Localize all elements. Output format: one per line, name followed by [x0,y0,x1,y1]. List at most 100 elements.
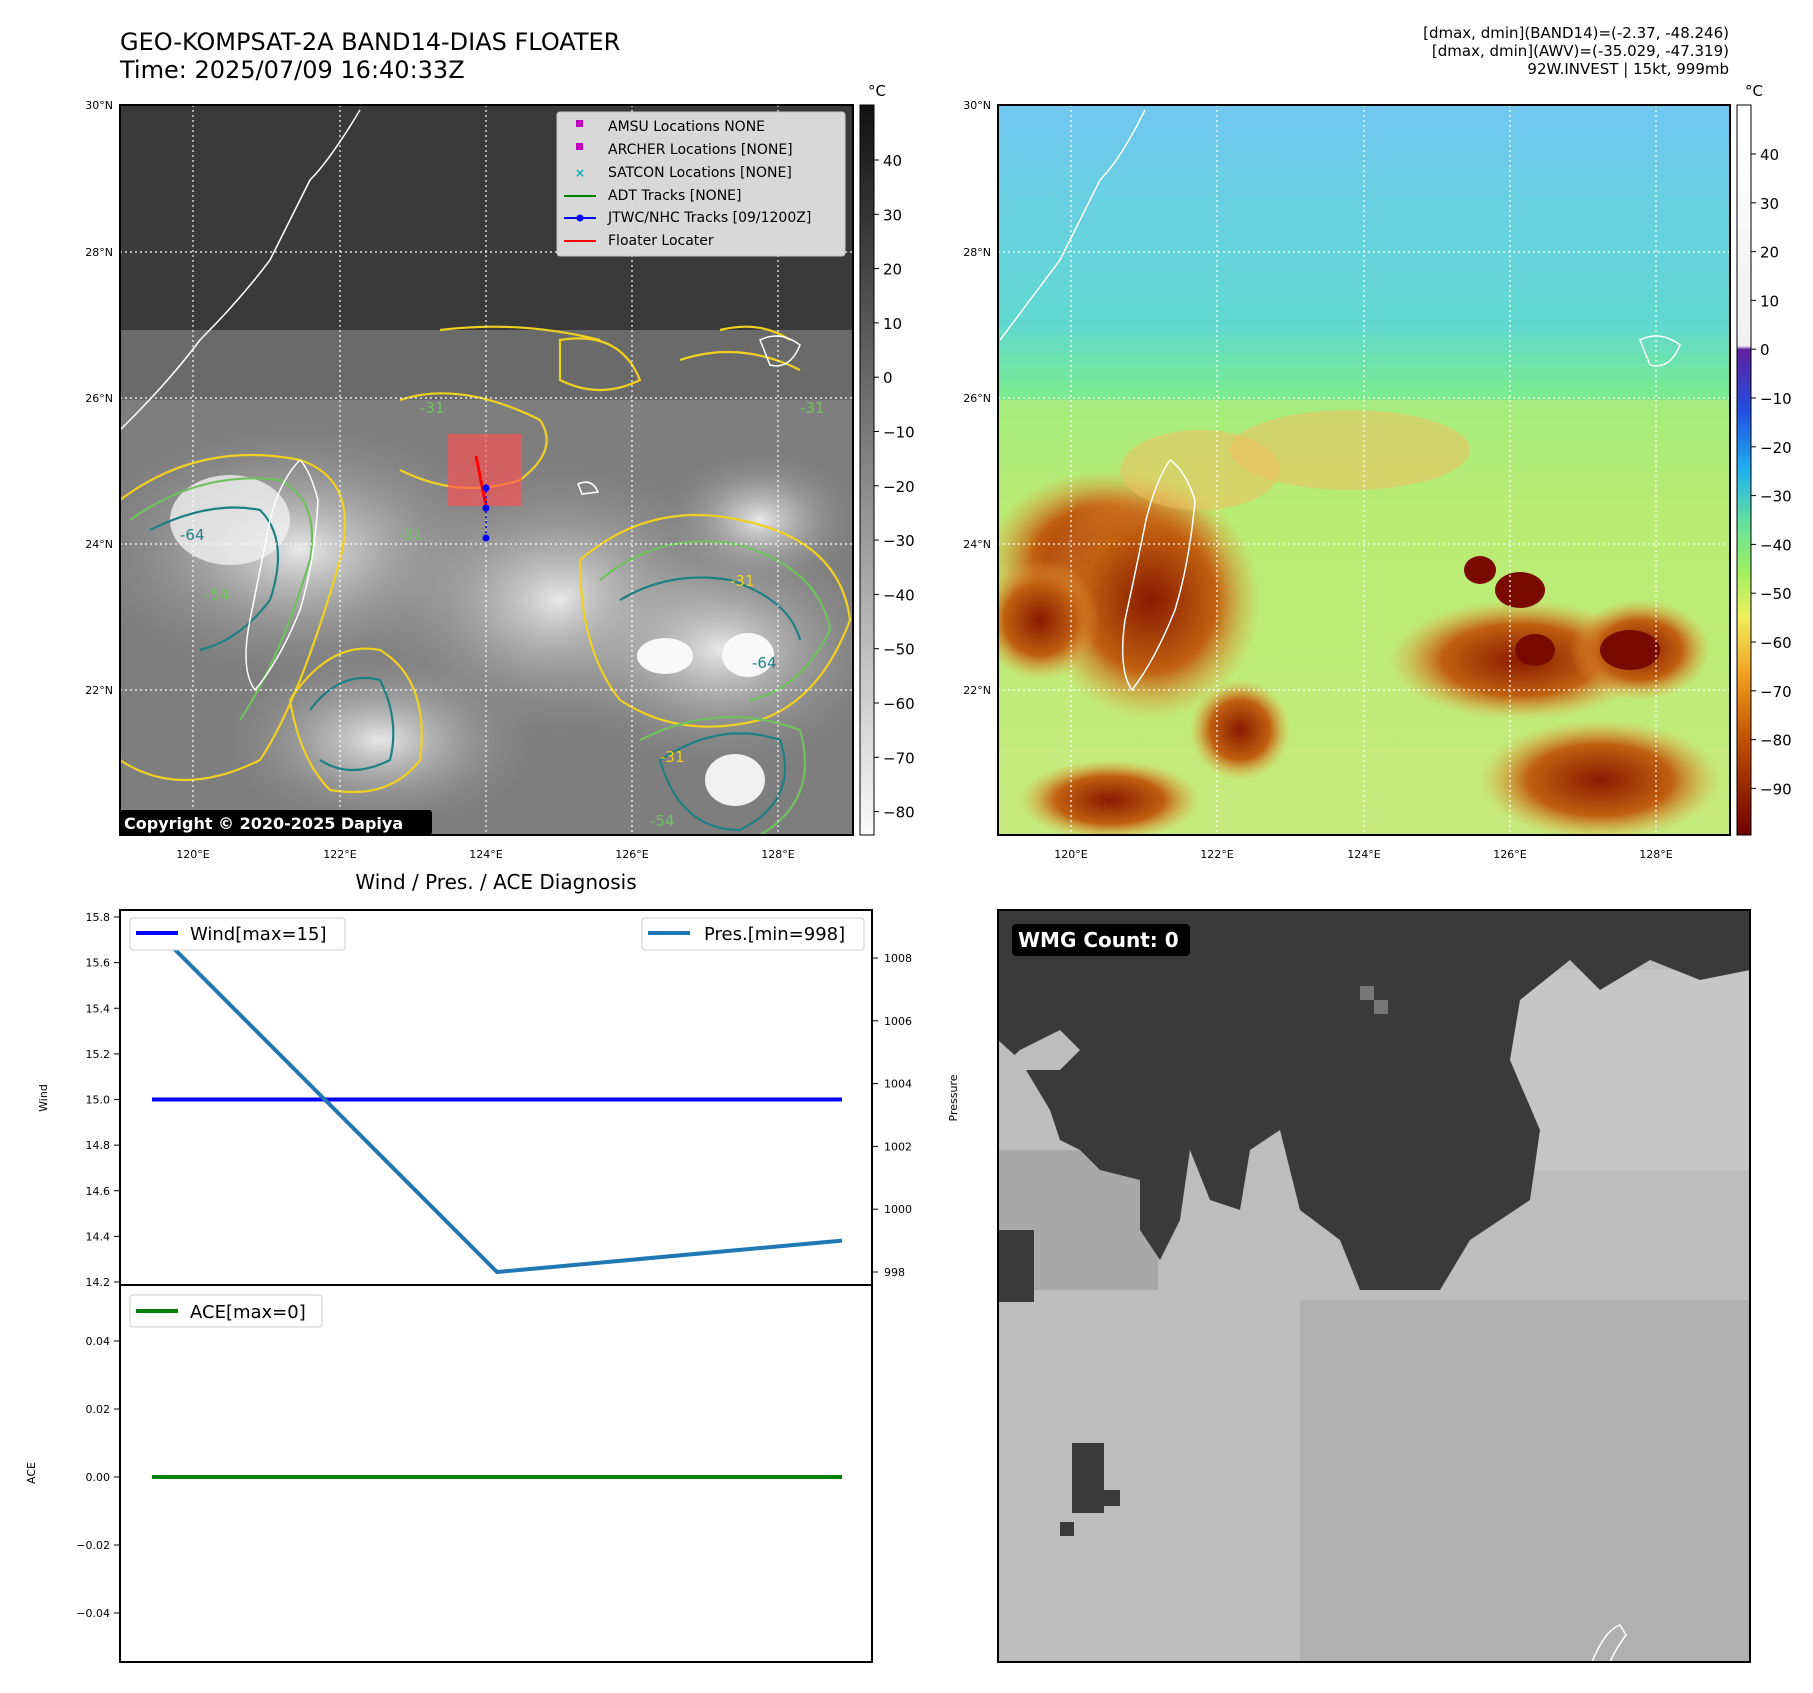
colorbar-tick-label: −70 [1760,683,1792,701]
colorbar-tick-label: −60 [883,695,915,713]
diag-panel: Wind / Pres. / ACE Diagnosis 15.8 15.6 15.… [25,870,960,1663]
colorbar-tick-label: −50 [883,641,915,659]
info-line-3: 92W.INVEST | 15kt, 999mb [1527,60,1729,78]
colorbar-tick-label: −70 [883,749,915,767]
ace-tick-label: −0.04 [76,1607,110,1620]
ir-frame [119,104,854,836]
storm-info: [dmax, dmin](BAND14)=(-2.37, -48.246) [d… [1129,24,1729,78]
colorbar-tick-label: 20 [1760,244,1779,262]
colorbar-tick-label: 0 [1760,341,1770,359]
title-line-1: GEO-KOMPSAT-2A BAND14-DIAS FLOATER [120,28,621,56]
jtwc-track-point [482,504,490,512]
lat-tick-label: 28°N [963,246,991,259]
copyright-badge [120,810,432,835]
lat-tick-label: 26°N [963,392,991,405]
lat-tick-label: 24°N [85,538,113,551]
jtwc-track-point [482,484,490,492]
wind-tick-label: 14.6 [86,1185,111,1198]
colorbar-tick-label: −30 [1760,488,1792,506]
legend-archer: ARCHER Locations [NONE] [608,142,793,158]
wv-colorbar-unit: °C [1745,82,1763,100]
wv-colorbar [1736,104,1752,836]
wind-tick-label: 15.6 [86,957,111,970]
wmg-count: WMG Count: 0 [1018,928,1179,952]
contour-label: -31 [420,399,445,417]
ir-panel: -31 -31 -31 -64 -54 -31 -64 -31 -54 AMSU… [119,82,915,836]
pressure-axis-label: Pressure [947,1074,960,1121]
colorbar-tick-label: 40 [883,152,902,170]
satcon-marker: × [575,166,585,180]
info-line-1: [dmax, dmin](BAND14)=(-2.37, -48.246) [1423,24,1729,42]
jtwc-track [482,484,490,542]
wind-tick-label: 15.2 [86,1048,111,1061]
colorbar-tick-label: −80 [883,804,915,822]
pressure-tick-label: 1006 [884,1015,912,1028]
contour-label: -64 [752,654,777,672]
wind-legend-text: Wind[max=15] [190,924,327,945]
colorbar-tick-label: 10 [1760,292,1779,310]
pres-legend-text: Pres.[min=998] [704,924,845,945]
ir-legend: AMSU Locations NONE ARCHER Locations [NO… [556,111,846,257]
wind-tick-label: 14.8 [86,1139,111,1152]
ace-tick-label: 0.04 [86,1335,111,1348]
ace-tick-label: 0.00 [86,1471,111,1484]
colorbar-tick-label: −10 [1760,390,1792,408]
colorbar-tick-label: −60 [1760,634,1792,652]
contour-labels: -31 -31 -31 -64 -54 -31 -64 -31 -54 [180,399,825,830]
legend-amsu: AMSU Locations NONE [608,119,765,135]
map-tick-labels: 30°N 30°N 28°N 28°N 26°N 26°N 24°N 24°N 22°N 22°N… [85,99,1673,861]
figure-title: GEO-KOMPSAT-2A BAND14-DIAS FLOATER Time:… [120,28,620,84]
colorbar-tick-label: 0 [883,369,893,387]
diag-title: Wind / Pres. / ACE Diagnosis [355,870,636,894]
wind-tick-label: 15.8 [86,911,111,924]
floater-locator-line [474,455,488,507]
colorbar-tick-label: 30 [1760,195,1779,213]
pressure-tick-label: 1008 [884,952,912,965]
diag-ticks: 15.8 15.6 15.4 15.2 15.0 14.8 14.6 14.4 14.2 1008… [76,911,912,1620]
legend-adt: ADT Tracks [NONE] [608,188,741,204]
contour-label: -54 [650,812,675,830]
lon-tick-label: 126°E [615,848,648,861]
lon-tick-label: 122°E [323,848,356,861]
ir-colorbar-unit: °C [868,82,886,100]
ace-axis-label: ACE [25,1462,38,1484]
wind-legend: Wind[max=15] [129,917,346,951]
wind-axis-label: Wind [37,1084,50,1112]
lat-tick-label: 28°N [85,246,113,259]
jtwc-marker-dot [576,214,584,222]
pressure-tick-label: 998 [884,1266,905,1279]
colorbar-tick-label: 10 [883,315,902,333]
wind-tick-label: 15.0 [86,1094,111,1107]
info-line-2: [dmax, dmin](AWV)=(-35.029, -47.319) [1431,42,1729,60]
pressure-tick-label: 1002 [884,1140,912,1153]
wmg-panel: WMG Count: 0 [997,909,1751,1663]
wv-image [998,105,1730,835]
colorbar-tick-label: 40 [1760,146,1779,164]
legend-satcon: SATCON Locations [NONE] [608,165,792,181]
lon-tick-label: 122°E [1200,848,1233,861]
contour-label: -31 [730,572,755,590]
copyright-text: Copyright © 2020-2025 Dapiya [124,814,403,833]
colorbar-tick-label: −20 [1760,439,1792,457]
lat-tick-label: 26°N [85,392,113,405]
pressure-tick-label: 1004 [884,1078,912,1091]
pressure-tick-label: 1000 [884,1203,912,1216]
lat-tick-label: 30°N [963,99,991,112]
wmg-badge [1012,924,1190,956]
colorbar-tick-label: −80 [1760,732,1792,750]
ir-colorbar-ticks: 40 30 20 10 0 −10 −20 −30 −40 −50 −60 −70 −80 [874,152,915,822]
colorbar-tick-label: −20 [883,478,915,496]
lon-tick-label: 120°E [1054,848,1087,861]
ace-legend-text: ACE[max=0] [190,1302,306,1323]
lon-tick-label: 128°E [1639,848,1672,861]
colorbar-tick-label: −30 [883,532,915,550]
ir-colorbar [859,104,875,836]
lon-tick-label: 120°E [176,848,209,861]
jtwc-track-point [482,534,490,542]
colorbar-tick-label: −10 [883,424,915,442]
wv-gridlines [998,105,1730,835]
colorbar-tick-label: −90 [1760,780,1792,798]
colorbar-tick-label: −40 [883,586,915,604]
lat-tick-label: 22°N [963,684,991,697]
